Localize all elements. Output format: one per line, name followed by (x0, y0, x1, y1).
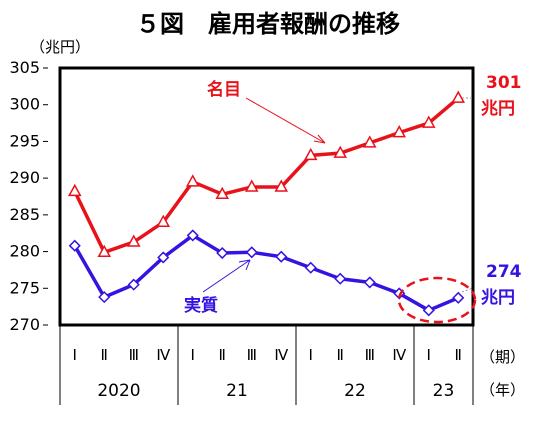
real-arrow-head (238, 259, 251, 271)
quarter-label: Ⅰ (427, 346, 431, 364)
nominal-point (274, 179, 289, 192)
real-point (422, 304, 435, 317)
real-point (334, 272, 347, 285)
real-end-leader (461, 287, 474, 293)
quarter-label: Ⅲ (365, 346, 375, 364)
series-layer (67, 90, 466, 317)
y-tick-label: 290 (9, 168, 40, 187)
series-line-nominal (73, 96, 460, 255)
quarter-label: Ⅰ (309, 346, 313, 364)
real-point (452, 291, 465, 304)
quarter-axis-suffix: （期） (480, 348, 525, 366)
quarter-label: Ⅰ (73, 346, 77, 364)
y-axis-ticks: 270 275 280 285 290 295 300 305 (9, 58, 48, 334)
real-end-value: 274 (486, 262, 522, 282)
real-end-unit: 兆円 (481, 288, 515, 308)
year-label: 21 (226, 381, 248, 401)
quarter-label: Ⅰ (191, 346, 195, 364)
y-tick-label: 280 (9, 242, 40, 261)
real-point (157, 251, 170, 264)
quarter-label: Ⅱ (337, 346, 344, 364)
real-point (127, 278, 140, 291)
y-axis-unit: （兆円） (30, 38, 90, 56)
year-label: 22 (344, 381, 366, 401)
nominal-point (244, 179, 259, 192)
year-axis-suffix: （年） (480, 381, 525, 399)
series-line-real (73, 233, 459, 313)
real-point (304, 261, 317, 274)
nominal-end-unit: 兆円 (481, 99, 515, 119)
real-point (68, 239, 81, 252)
year-label: 2020 (97, 381, 140, 401)
nominal-arrow (245, 97, 326, 144)
nominal-point (156, 214, 171, 227)
y-tick-label: 305 (9, 58, 40, 77)
real-series-label: 実質 (184, 295, 218, 316)
y-tick-label: 285 (9, 205, 40, 224)
quarter-label: Ⅳ (392, 346, 406, 364)
nominal-point (362, 135, 377, 148)
quarter-label: Ⅱ (219, 346, 226, 364)
quarter-label: Ⅳ (274, 346, 288, 364)
highlight-ellipse (397, 276, 477, 324)
plot-frame (58, 66, 475, 327)
chart-title: ５図 雇用者報酬の推移 (136, 10, 400, 38)
nominal-point (333, 145, 348, 158)
nominal-series-label: 名目 (207, 79, 241, 100)
y-tick-label: 270 (9, 315, 40, 334)
quarter-label: Ⅲ (129, 346, 139, 364)
nominal-point (67, 183, 82, 197)
nominal-point (303, 147, 318, 161)
real-point (363, 276, 376, 289)
real-point (98, 291, 111, 304)
nominal-point (126, 234, 141, 247)
nominal-arrow-head (313, 134, 326, 144)
quarter-label: Ⅱ (455, 346, 462, 364)
real-point (275, 250, 288, 263)
y-tick-label: 295 (9, 131, 40, 150)
nominal-point (421, 115, 436, 128)
quarter-label: Ⅱ (101, 346, 108, 364)
nominal-point (392, 125, 407, 138)
nominal-point (185, 174, 200, 187)
nominal-end-value: 301 (486, 73, 522, 93)
real-point (245, 246, 258, 259)
y-tick-label: 300 (9, 95, 40, 114)
year-label: 23 (433, 381, 455, 401)
quarter-label: Ⅲ (247, 346, 257, 364)
real-point (186, 229, 199, 242)
nominal-point (215, 186, 230, 200)
nominal-point (451, 90, 466, 103)
real-point (216, 246, 229, 260)
real-arrow (202, 259, 251, 293)
y-tick-label: 275 (9, 278, 40, 297)
quarter-label: Ⅳ (156, 346, 170, 364)
nominal-point (97, 244, 112, 258)
